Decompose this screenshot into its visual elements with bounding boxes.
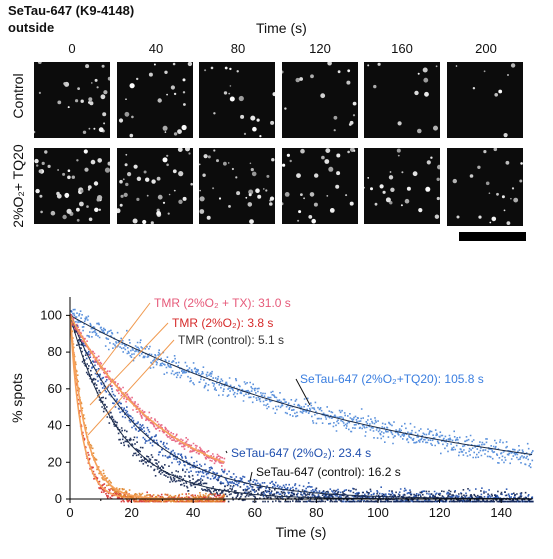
time-tick-120: 120 — [309, 41, 331, 56]
row-label-treated: 2%O₂+ TQ20 — [10, 144, 26, 228]
series-label-0: TMR (2%O₂ + TX): 31.0 s — [154, 296, 291, 310]
x-tick-label: 100 — [367, 505, 389, 520]
annotation-pointer-0 — [95, 302, 151, 375]
y-tick-label: 20 — [48, 454, 62, 469]
series-label-1: TMR (2%O₂): 3.8 s — [172, 316, 273, 330]
x-tick-label: 20 — [124, 505, 138, 520]
figure-title: SeTau-647 (K9-4148) outside — [8, 2, 134, 36]
micrograph-tile — [199, 62, 275, 138]
annotation-pointer-2 — [87, 339, 175, 436]
y-tick-label: 0 — [55, 491, 62, 506]
x-tick-label: 60 — [248, 505, 262, 520]
micrograph-tile — [282, 62, 358, 138]
row-label-control: Control — [10, 73, 26, 119]
micrograph-tile — [447, 62, 523, 138]
micrograph-tile — [364, 148, 440, 224]
x-tick-label: 0 — [66, 505, 73, 520]
micrograph-tile — [117, 62, 193, 138]
series-label-3: SeTau-647 (2%O₂+TQ20): 105.8 s — [300, 372, 484, 386]
fit-curve-0 — [69, 314, 533, 455]
time-tick-40: 40 — [148, 41, 164, 56]
annotation-pointer-4 — [225, 450, 228, 454]
y-tick-label: 60 — [48, 381, 62, 396]
series-label-5: SeTau-647 (control): 16.2 s — [256, 465, 401, 479]
title-line-2: outside — [8, 20, 55, 35]
x-tick-label: 80 — [309, 505, 323, 520]
annotation-pointer-1 — [89, 322, 169, 406]
micrograph-tile — [34, 62, 110, 138]
fit-curve-3 — [69, 315, 225, 464]
annotation-pointer-5 — [249, 471, 253, 482]
annotation-pointer-3 — [295, 378, 311, 406]
series-label-4: SeTau-647 (2%O₂): 23.4 s — [231, 446, 371, 460]
x-tick-label: 140 — [490, 505, 512, 520]
micrograph-tile — [199, 148, 275, 224]
y-tick-label: 100 — [40, 307, 62, 322]
title-line-1: SeTau-647 (K9-4148) — [8, 3, 135, 18]
scale-bar — [459, 232, 526, 241]
y-tick-label: 40 — [48, 418, 62, 433]
time-tick-160: 160 — [391, 41, 413, 56]
y-tick-label: 80 — [48, 344, 62, 359]
micrograph-tile — [117, 148, 193, 224]
x-tick-label: 40 — [186, 505, 200, 520]
micrograph-tile — [447, 148, 523, 226]
micrograph-tile — [34, 148, 110, 224]
time-axis-label: Time (s) — [256, 20, 307, 36]
series-label-2: TMR (control): 5.1 s — [178, 333, 284, 347]
time-tick-200: 200 — [475, 41, 497, 56]
x-axis-title: Time (s) — [276, 524, 327, 540]
y-axis-title: % spots — [9, 373, 25, 423]
x-tick-label: 120 — [429, 505, 451, 520]
time-tick-80: 80 — [230, 41, 246, 56]
micrograph-tile — [282, 148, 358, 224]
micrograph-tile — [364, 62, 440, 138]
decay-chart: 0 20 40 60 80 100 120 140 0 20 40 60 80 100 Time (s) % … — [9, 296, 534, 540]
time-tick-0: 0 — [68, 41, 76, 56]
